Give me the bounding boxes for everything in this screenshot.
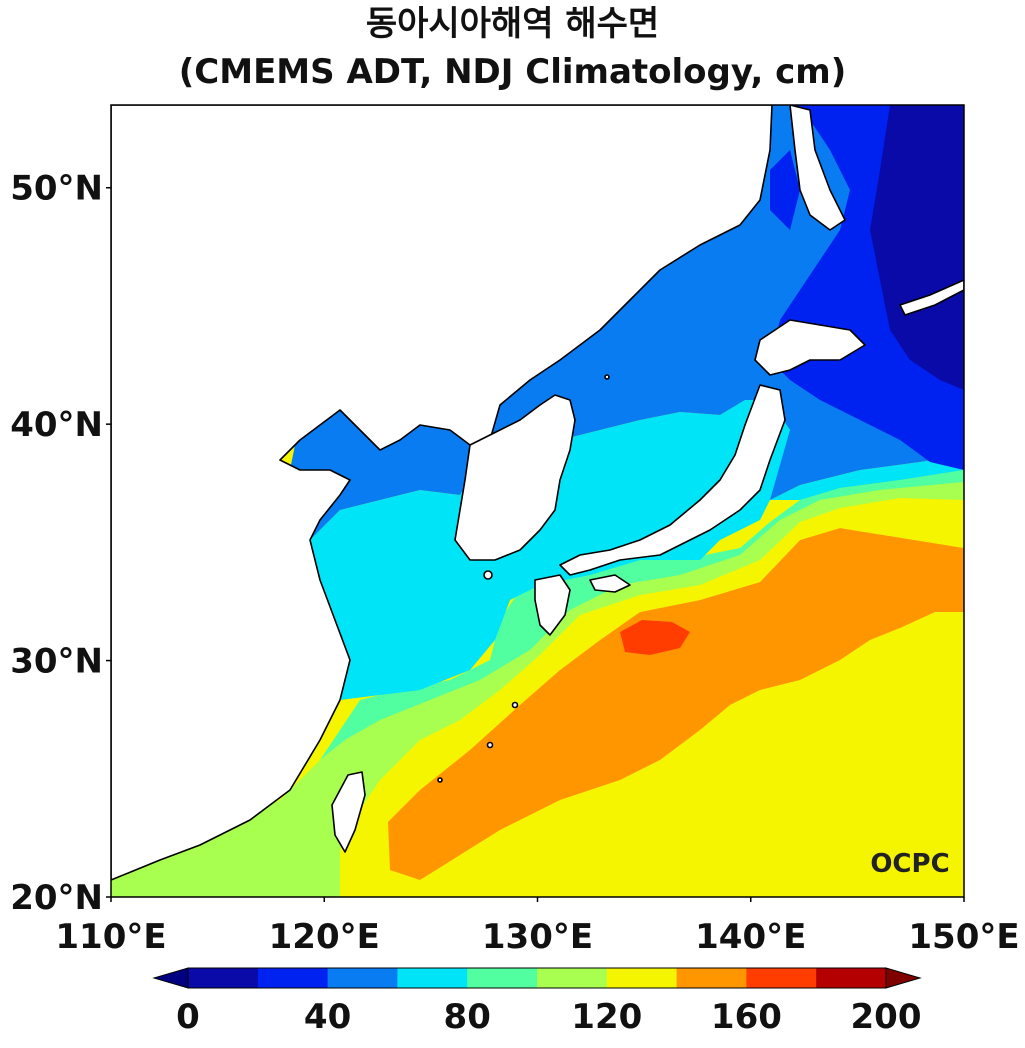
lat-tick-label: 40°N [10,405,103,445]
colorbar-tick-label: 40 [304,997,351,1037]
lon-tick-label: 130°E [482,917,593,957]
lon-tick-label: 120°E [269,917,380,957]
colorbar-tick-label: 160 [711,997,782,1037]
colorbar-bin [257,968,329,988]
lat-tick-label: 30°N [10,642,103,682]
island-ryukyu-2 [486,741,494,749]
land-honshu [559,384,786,576]
land-hokkaido [754,319,866,376]
colorbar-bin [397,968,468,988]
contour-band-60-80-east [770,455,964,500]
land-sakhalin [789,105,846,231]
land-kuril-edge [899,279,964,316]
longitude-axis: 110°E 120°E 130°E 140°E 150°E [55,897,1020,957]
island-ryukyu-3 [437,777,443,783]
contour-band-160-180 [620,620,690,655]
land-shikoku [589,574,631,593]
lat-tick-label: 50°N [10,169,103,209]
island-jeju [483,570,493,580]
colorbar-bin [188,968,259,988]
colorbar-under-arrow [152,967,189,989]
figure-subtitle: (CMEMS ADT, NDJ Climatology, cm) [178,52,847,92]
colorbar-bin [467,968,538,988]
figure-title: 동아시아해역 해수면 [365,4,660,44]
colorbar-tick-label: 80 [444,997,491,1037]
lat-tick-label: 20°N [10,878,103,918]
colorbar-bin [746,968,817,988]
contour-band-60-80 [310,400,790,700]
colorbar-bin [606,968,678,988]
colorbar-bin [676,968,747,988]
land-taiwan [331,771,366,853]
colorbar-bin [327,968,398,988]
colorbar-tick-label: 0 [176,997,200,1037]
ocpc-logo: OCPC [870,849,949,879]
island-ryukyu-1 [511,701,519,709]
contour-band-140-160 [388,528,964,880]
lon-tick-label: 140°E [695,917,806,957]
map-area: OCPC [111,105,964,897]
colorbar-tick-label: 200 [851,997,922,1037]
land-masses [111,105,964,881]
land-kyushu [534,574,571,636]
lon-tick-label: 150°E [908,917,1019,957]
colorbar-over-arrow [885,967,922,989]
colorbar: 0 40 80 120 160 200 [152,967,922,1037]
colorbar-bin [537,968,608,988]
island-ulleung [604,374,610,380]
lon-tick-label: 110°E [55,917,166,957]
latitude-axis: 20°N 30°N 40°N 50°N [10,169,111,918]
colorbar-frame [187,967,887,989]
contour-band-20-40-patch [770,150,800,230]
colorbar-bin [816,968,887,988]
land-korean-peninsula [454,394,576,561]
colorbar-tick-label: 120 [571,997,642,1037]
contour-band-100-120 [111,482,964,897]
contour-band-0-20 [870,105,964,390]
contour-band-120-140-coast [540,498,964,670]
land-asia-mainland [111,105,773,881]
logo-text: OCPC [870,849,949,879]
